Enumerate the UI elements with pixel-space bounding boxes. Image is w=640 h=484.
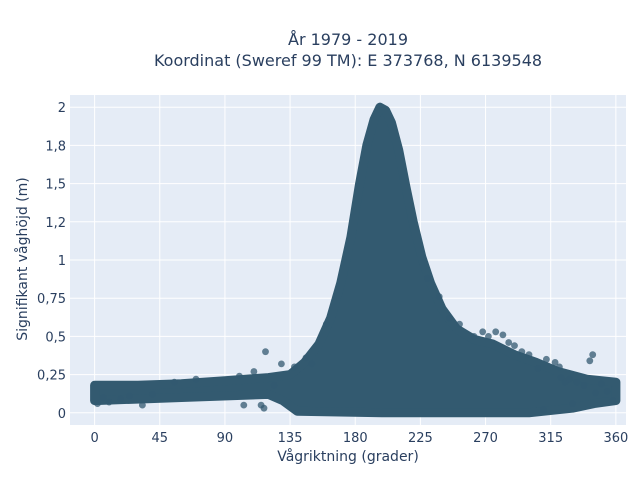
scatter-point [117, 395, 125, 403]
scatter-point [525, 351, 533, 359]
scatter-point [603, 388, 611, 395]
scatter-point [499, 331, 507, 339]
scatter-point [240, 401, 248, 409]
scatter-point [479, 328, 487, 336]
y-tick-label: 1 [58, 254, 66, 269]
scatter-point [424, 274, 431, 282]
x-tick-label: 45 [151, 431, 168, 446]
scatter-point [589, 351, 597, 359]
scatter-point [540, 406, 547, 414]
scatter-point [492, 328, 500, 336]
scatter-point [511, 342, 518, 349]
scatter-point [518, 348, 526, 356]
scatter-point [260, 404, 268, 412]
y-tick-label: 0,25 [37, 369, 66, 384]
scatter-point [456, 320, 463, 328]
scatter-point [139, 401, 146, 409]
scatter-point [592, 389, 599, 397]
scatter-point [557, 374, 565, 381]
x-tick-label: 90 [217, 431, 234, 446]
scatter-point [262, 348, 269, 356]
scatter-point [566, 375, 573, 383]
scatter-point [573, 378, 581, 386]
scatter-point [270, 381, 278, 389]
x-tick-labels: 0 45 90 135 180 225 270 315 360 [90, 431, 628, 446]
scatter-point [94, 400, 101, 407]
scatter-point [543, 355, 550, 363]
scatter-point [291, 363, 298, 371]
chart-title-line1: År 1979 - 2019 [288, 30, 408, 49]
scatter-point [302, 354, 310, 362]
scatter-point [149, 391, 156, 398]
x-tick-label: 0 [90, 431, 98, 446]
scatter-point [308, 360, 316, 368]
data-layer [90, 102, 621, 418]
x-tick-label: 225 [408, 431, 433, 446]
scatter-point [556, 363, 563, 371]
scatter-point [192, 375, 200, 383]
x-axis-label: Vågriktning (grader) [277, 448, 419, 465]
y-axis-label: Signifikant våghöjd (m) [14, 177, 31, 340]
x-tick-label: 315 [538, 431, 563, 446]
y-tick-label: 0 [58, 407, 66, 422]
scatter-point [598, 380, 605, 388]
scatter-point [236, 372, 243, 380]
x-tick-label: 135 [278, 431, 303, 446]
scatter-point [485, 333, 492, 340]
scatter-point [435, 293, 443, 301]
x-tick-label: 180 [343, 431, 368, 446]
scatter-point [505, 339, 513, 346]
scatter-point [586, 357, 594, 365]
y-tick-label: 2 [58, 101, 66, 116]
scatter-point [569, 400, 576, 407]
y-tick-label: 0,5 [45, 330, 66, 345]
scatter-point [322, 320, 330, 328]
scatter-point [551, 359, 559, 366]
scatter-point [534, 365, 542, 372]
y-tick-labels: 0 0,25 0,5 0,75 1 1,2 1,5 1,8 2 [37, 101, 66, 422]
scatter-point [446, 314, 453, 322]
y-tick-label: 1,5 [45, 178, 66, 193]
scatter-point [278, 360, 285, 368]
y-tick-label: 1,8 [45, 139, 66, 154]
scatter-density-cloud [90, 102, 621, 418]
x-tick-label: 270 [473, 431, 498, 446]
chart-title-line2: Koordinat (Sweref 99 TM): E 373768, N 61… [154, 51, 542, 70]
y-tick-label: 0,75 [37, 292, 66, 307]
scatter-point [170, 378, 178, 386]
scatter-point [125, 392, 133, 400]
scatter-point [250, 368, 258, 375]
scatter-point [609, 397, 617, 404]
scatter-point [470, 333, 478, 340]
x-tick-label: 360 [603, 431, 628, 446]
y-tick-label: 1,2 [45, 216, 66, 231]
scatter-point [105, 398, 113, 406]
scatter-point [580, 381, 588, 389]
scatter-point [99, 394, 107, 401]
